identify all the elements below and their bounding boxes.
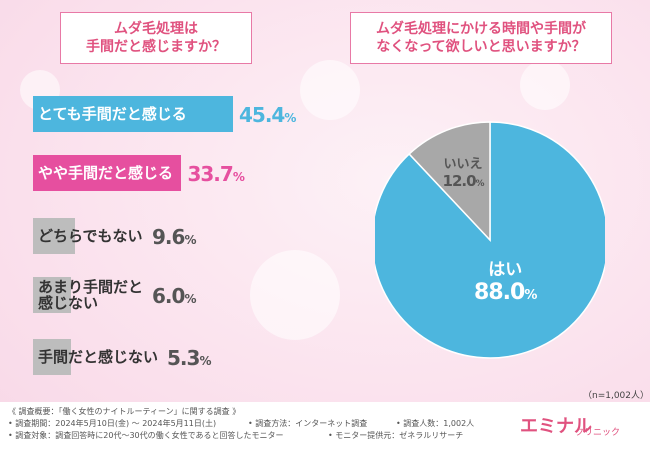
pie-chart: はい 88.0% いいえ 12.0% [375,95,605,375]
footer-line1: 《 調査概要：「働く女性のナイトルーティーン」に関する調査 》 [8,407,241,416]
bar-category-label-line: あまり手間だと [38,278,144,296]
bar-value-label: 5.3% [167,339,211,375]
question-right-line2: なくなって欲しいと思いますか？ [376,39,586,55]
clinic-logo-sub: クリニック [575,428,621,438]
sample-size-note: （n=1,002人） [583,391,650,401]
bar-category-label-line: やや手間だと感じる [38,164,174,182]
bar-value-number: 45.4 [239,103,285,127]
pie-slice-name: いいえ [443,156,483,172]
pie-slice-label: いいえ 12.0% [423,153,503,190]
pie-value-unit: % [524,288,537,304]
bar [33,277,71,313]
pie-value-unit: % [475,178,485,189]
question-left-line1: ムダ毛処理は [114,21,198,37]
bar [33,339,71,375]
bar-category-label: やや手間だと感じる [38,155,173,191]
background-sparkle [250,250,340,340]
bar-value-unit: % [184,233,196,247]
question-right-box: ムダ毛処理にかける時間や手間が なくなって欲しいと思いますか？ [350,12,612,64]
bar-value-unit: % [284,111,296,125]
bar-category-label-line: とても手間だと感じる [38,105,187,123]
bar-value-label: 9.6% [152,218,196,254]
pie-svg [375,121,605,359]
footer-target: • 調査対象：調査回答時に20代～30代の働く女性であると回答したモニター [8,431,284,440]
footer-method: • 調査方法：インターネット調査 [248,419,368,428]
pie-slice-value: 88.0% [465,280,545,305]
pie-slice [408,121,491,242]
bar-value-label: 33.7% [187,155,245,191]
footer-count: • 調査人数：1,002人 [396,419,475,428]
pie-slice-value: 12.0% [423,172,503,190]
background-sparkle [520,60,570,110]
pie-slice-label: はい 88.0% [465,255,545,305]
question-left-box: ムダ毛処理は 手間だと感じますか？ [60,12,252,64]
pie-value-number: 12.0 [442,171,477,190]
question-left-line2: 手間だと感じますか？ [86,39,226,55]
bar [33,218,76,254]
bar [33,155,182,191]
pie-slice-name: はい [488,260,523,281]
bar-value-unit: % [232,170,245,184]
bar-value-number: 9.6 [152,225,185,249]
footer-period: • 調査期間：2024年5月10日(金) ～ 2024年5月11日(土) [8,419,217,428]
survey-footer: 《 調査概要：「働く女性のナイトルーティーン」に関する調査 》 • 調査期間：2… [0,402,650,450]
bar-value-number: 33.7 [187,162,233,186]
bar-category-label: あまり手間だと 感じない [38,279,143,315]
bar-category-label: 手間だと感じない [38,339,158,375]
bar-value-label: 45.4% [239,96,296,132]
pie-value-number: 88.0 [474,280,525,306]
bar-category-label-line: 手間だと感じない [38,348,159,366]
bar-value-label: 6.0% [152,277,196,313]
bar-value-number: 6.0 [152,284,185,308]
bar-category-label: どちらでもない [38,218,143,254]
question-right-line1: ムダ毛処理にかける時間や手間が [376,21,586,37]
bar-value-unit: % [184,292,196,306]
bar [33,96,233,132]
bar-category-label-line: どちらでもない [38,227,143,245]
bar-value-unit: % [199,354,211,368]
background-sparkle [300,60,360,120]
bar-category-label-line: 感じない [38,294,99,312]
clinic-logo: エミナル [520,416,592,437]
bar-value-number: 5.3 [167,346,200,370]
footer-provider: • モニター提供元：ゼネラルリサーチ [328,431,464,440]
bar-category-label: とても手間だと感じる [38,96,187,132]
